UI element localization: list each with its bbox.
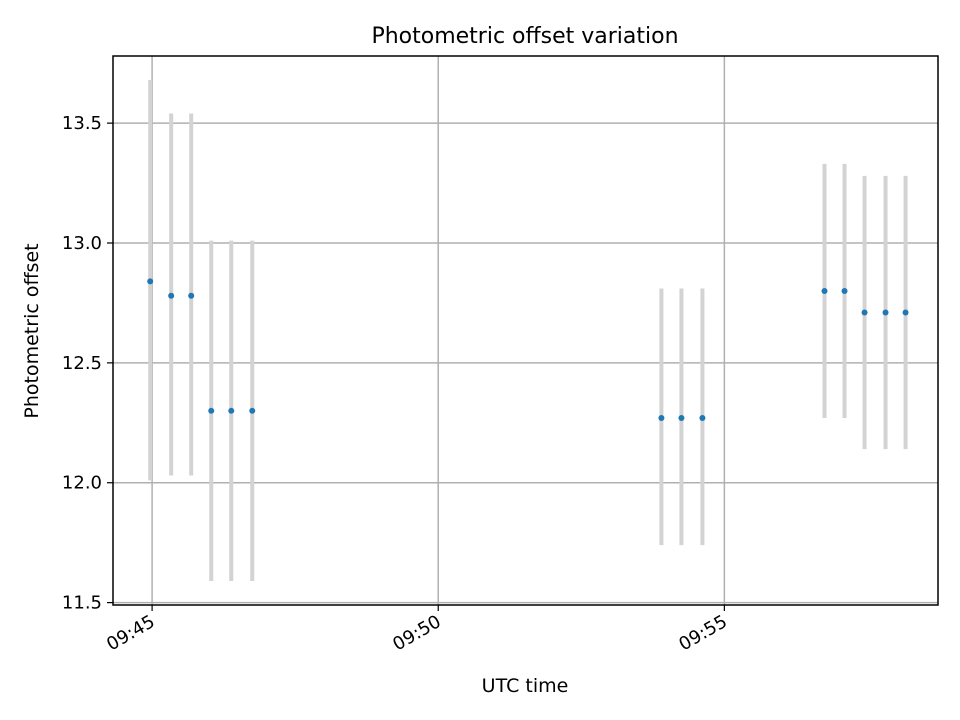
grid-lines xyxy=(113,56,938,605)
data-point xyxy=(678,415,685,422)
chart-title: Photometric offset variation xyxy=(371,24,678,49)
y-tick-label: 13.5 xyxy=(62,113,102,134)
data-point xyxy=(821,287,828,294)
data-point xyxy=(902,309,909,316)
axis-ticks: 11.5 12.0 12.5 13.0 13.5 09:45 09:50 09:55 xyxy=(62,113,731,655)
x-tick-label: 09:55 xyxy=(675,611,730,655)
plot-frame xyxy=(112,55,939,606)
y-axis-label: Photometric offset xyxy=(21,243,43,418)
data-point xyxy=(699,415,706,422)
data-point xyxy=(861,309,868,316)
data-point xyxy=(841,287,848,294)
data-point xyxy=(882,309,889,316)
data-point xyxy=(228,407,235,414)
data-points xyxy=(147,278,909,422)
y-tick-label: 11.5 xyxy=(62,593,102,614)
error-bars xyxy=(148,79,908,582)
data-point xyxy=(658,415,665,422)
x-tick-label: 09:45 xyxy=(103,611,158,655)
y-tick-label: 13.0 xyxy=(62,233,102,254)
data-point xyxy=(147,278,154,285)
y-tick-label: 12.0 xyxy=(62,473,102,494)
data-point xyxy=(168,292,175,299)
x-axis-label: UTC time xyxy=(482,675,569,697)
data-point xyxy=(188,292,195,299)
data-point xyxy=(249,407,256,414)
x-tick-label: 09:50 xyxy=(389,611,444,655)
y-tick-label: 12.5 xyxy=(62,353,102,374)
data-point xyxy=(208,407,215,414)
